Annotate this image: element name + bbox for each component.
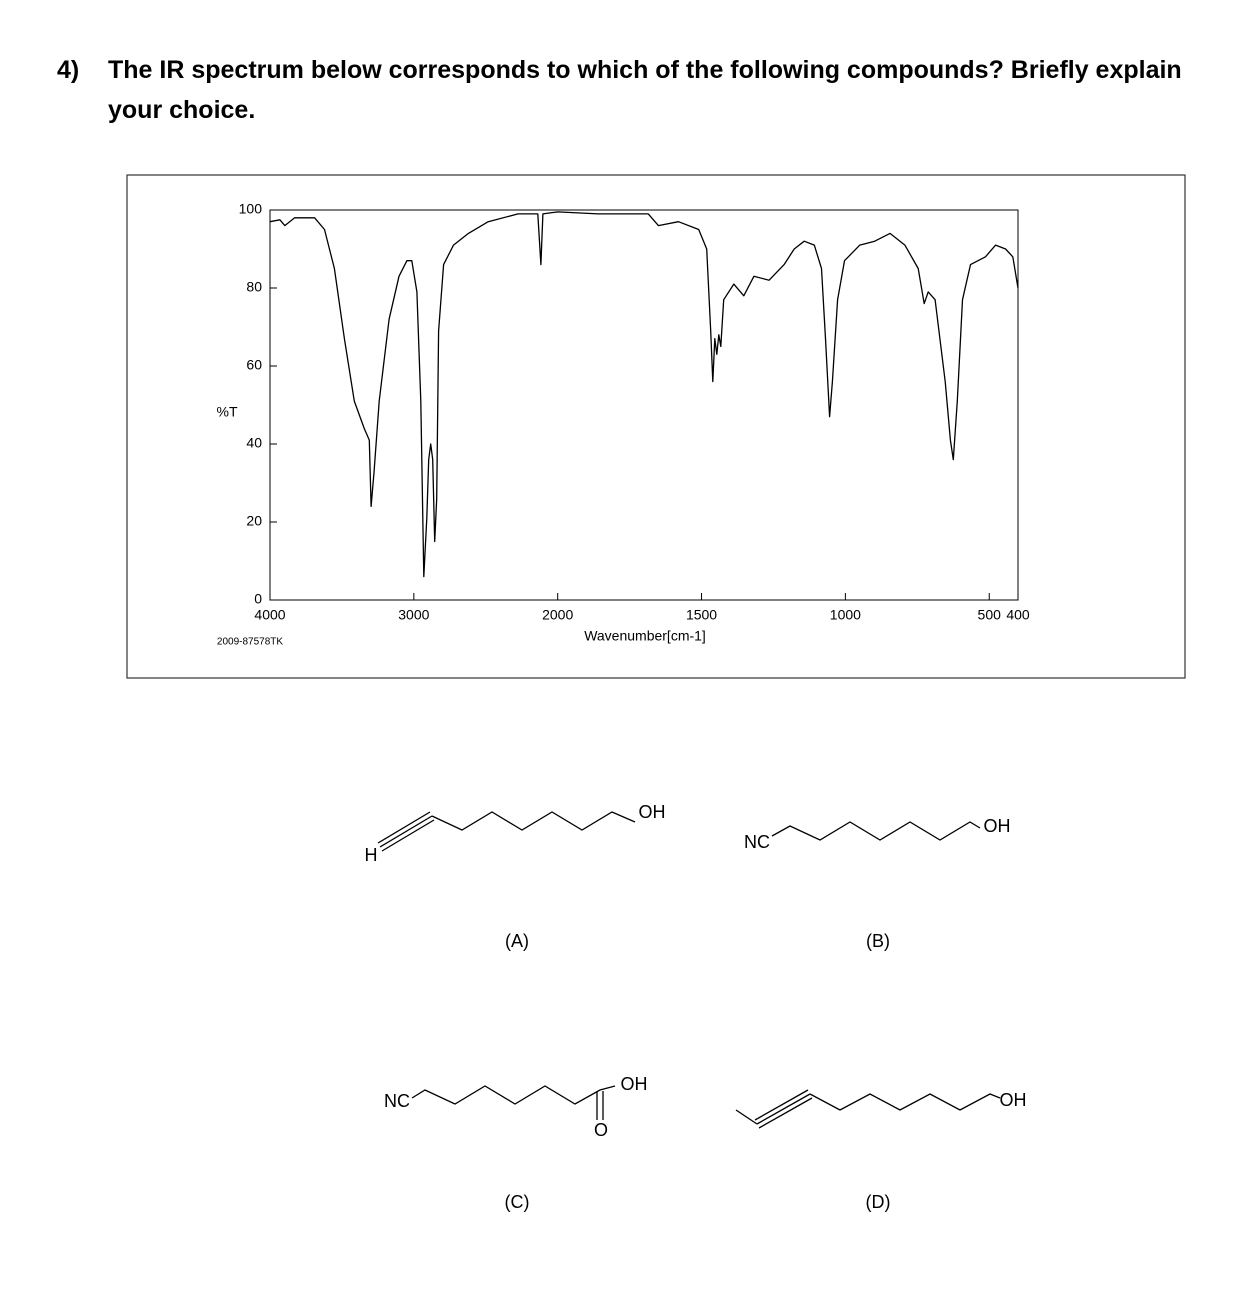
chart: 0 20 40 60 80 100 4000 3000 2000 1500 1000 500 400 [239, 201, 1030, 623]
bond [756, 1093, 811, 1125]
structure-a: H OH (A) [365, 802, 666, 951]
y-tick-label: 0 [254, 591, 262, 607]
x-tick-label: 2000 [542, 607, 573, 623]
x-tick-label: 1500 [686, 607, 717, 623]
chain [809, 1093, 1001, 1111]
atom-label: OH [984, 816, 1011, 836]
structure-c: NC OH O (C) [384, 1074, 648, 1212]
atom-label: NC [744, 832, 770, 852]
bond [381, 819, 435, 852]
y-axis-label: %T [217, 404, 238, 420]
structure-label: (D) [866, 1192, 891, 1212]
x-tick-label: 1000 [830, 607, 861, 623]
atom-label: OH [639, 802, 666, 822]
chain [411, 1085, 616, 1105]
y-tick-label: 80 [246, 279, 262, 295]
atom-label: H [365, 845, 378, 865]
y-tick-label: 20 [246, 513, 262, 529]
chain [735, 1109, 758, 1125]
y-tick-label: 100 [239, 201, 263, 217]
bond [379, 815, 433, 848]
bond [758, 1097, 813, 1129]
structure-b: NC OH (B) [744, 816, 1011, 951]
plot-area [269, 209, 1019, 601]
bond [377, 811, 431, 844]
structure-d: OH (D) [735, 1089, 1027, 1212]
spectrum-line [269, 211, 1019, 578]
y-tick-label: 40 [246, 435, 262, 451]
x-tick-label: 500 [978, 607, 1002, 623]
question-number: 4) [57, 56, 80, 84]
bond [754, 1089, 809, 1121]
atom-label: O [594, 1120, 608, 1140]
atom-label: OH [621, 1074, 648, 1094]
structure-label: (B) [866, 931, 890, 951]
x-tick-label: 4000 [254, 607, 285, 623]
x-tick-label: 3000 [398, 607, 429, 623]
question: 4) The IR spectrum below corresponds to … [57, 50, 1237, 130]
question-text: The IR spectrum below corresponds to whi… [108, 56, 1182, 124]
chart-frame [126, 174, 1186, 679]
x-axis-label: Wavenumber[cm-1] [584, 628, 706, 644]
x-tick-label: 400 [1006, 607, 1030, 623]
structure-label: (C) [505, 1192, 530, 1212]
atom-label: NC [384, 1091, 410, 1111]
y-tick-label: 60 [246, 357, 262, 373]
chain [771, 821, 981, 841]
spectrum-code: 2009-87578TK [217, 637, 283, 648]
atom-label: OH [1000, 1090, 1027, 1110]
chain [431, 811, 636, 831]
structure-label: (A) [505, 931, 529, 951]
